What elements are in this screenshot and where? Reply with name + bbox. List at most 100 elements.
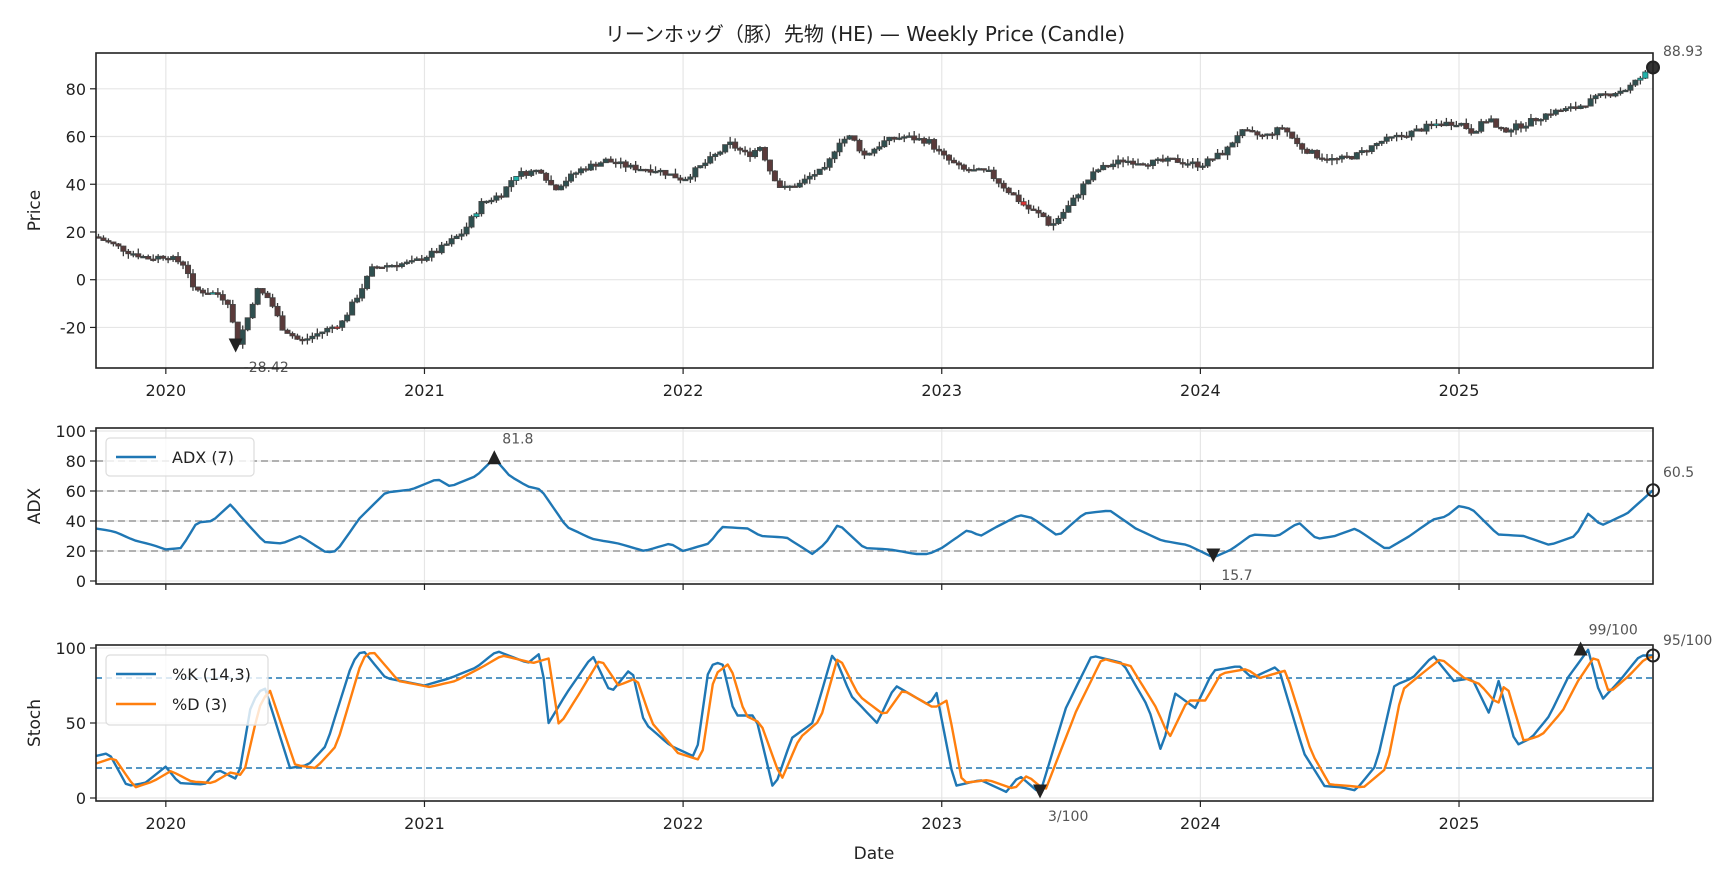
- candle: [1552, 108, 1559, 117]
- candle-body-down: [921, 138, 928, 144]
- candle-body-up: [1358, 150, 1365, 154]
- candle: [254, 287, 261, 306]
- candle-body-down: [612, 161, 619, 165]
- candle-body-up: [1522, 125, 1529, 129]
- candle: [672, 168, 679, 179]
- candle-body-up: [1542, 113, 1549, 120]
- candle-body-up: [1234, 135, 1241, 144]
- candle: [1100, 162, 1107, 171]
- candle-body-up: [209, 292, 216, 295]
- candle: [239, 325, 246, 349]
- candle-body-down: [1343, 155, 1350, 158]
- candle-body-up: [1164, 157, 1171, 162]
- candle-body-down: [856, 139, 863, 152]
- candle: [1348, 155, 1355, 160]
- candle-body-up: [1488, 118, 1495, 123]
- axes-frame: [95, 644, 1654, 802]
- candle-body-up: [448, 238, 455, 245]
- candle-body-up: [438, 244, 445, 254]
- candle-body-up: [866, 152, 873, 156]
- candle: [1015, 189, 1022, 204]
- candle-body-up: [518, 171, 525, 177]
- candle: [1085, 179, 1092, 185]
- candle-body-down: [229, 304, 236, 323]
- candle: [1035, 206, 1042, 218]
- candle: [811, 169, 818, 181]
- candle-body-down: [548, 179, 555, 186]
- candle-body-down: [1010, 192, 1017, 196]
- candle: [781, 181, 788, 190]
- y-tick-label: 0: [76, 789, 86, 808]
- candle-body-down: [995, 178, 1002, 184]
- candle: [1294, 134, 1301, 147]
- x-tick-label: 2025: [1439, 381, 1480, 400]
- candle-body-down: [1363, 150, 1370, 153]
- candle: [955, 160, 962, 170]
- candle-body-up: [1065, 205, 1072, 213]
- candle: [344, 312, 351, 323]
- candle: [463, 222, 470, 237]
- candle-body-up: [796, 182, 803, 188]
- candle-body-down: [1015, 194, 1022, 203]
- candle: [1592, 93, 1599, 104]
- candle: [105, 238, 112, 244]
- y-tick-label: 0: [76, 572, 86, 591]
- candle-body-up: [528, 170, 535, 176]
- candle-body-down: [1169, 157, 1176, 160]
- candle: [1105, 164, 1112, 169]
- candle: [309, 332, 316, 343]
- candle: [692, 166, 699, 182]
- candle: [1617, 87, 1624, 96]
- candle-body-up: [344, 314, 351, 322]
- candle-body-up: [786, 185, 793, 188]
- candle: [1239, 129, 1246, 139]
- candle-body-down: [145, 255, 152, 260]
- candle-body-down: [1279, 127, 1286, 130]
- candle-body-up: [1627, 84, 1634, 91]
- candle-body-down: [1179, 162, 1186, 165]
- candle-body-up: [970, 169, 977, 172]
- candle: [1274, 126, 1281, 140]
- candle-body-down: [194, 286, 201, 291]
- candle: [498, 193, 505, 200]
- candle-body-down: [110, 241, 117, 245]
- candle-body-down: [980, 168, 987, 171]
- candle: [975, 167, 982, 171]
- candle: [1095, 168, 1102, 173]
- candle-body-up: [1453, 124, 1460, 128]
- candle-body-down: [747, 151, 754, 158]
- series-line-adx: [96, 457, 1653, 558]
- candle: [1189, 158, 1196, 169]
- candle-body-down: [1602, 93, 1609, 96]
- candle-body-up: [309, 335, 316, 340]
- candle: [931, 137, 938, 153]
- candle: [1517, 121, 1524, 133]
- candle-body-up: [423, 256, 430, 261]
- candle-body-up: [1478, 121, 1485, 132]
- candle: [801, 174, 808, 186]
- candle-body-up: [563, 180, 570, 187]
- candle-body-down: [299, 338, 306, 342]
- candle-body-up: [1090, 171, 1097, 181]
- candle: [821, 162, 828, 171]
- candle: [582, 166, 589, 173]
- candle: [433, 248, 440, 254]
- candle: [990, 166, 997, 182]
- candle-body-up: [836, 142, 843, 153]
- candle-body-down: [861, 150, 868, 156]
- candle: [413, 256, 420, 262]
- candle-body-up: [304, 338, 311, 341]
- y-tick-label: 40: [66, 512, 86, 531]
- candle: [478, 198, 485, 217]
- candle-body-down: [1403, 135, 1410, 138]
- candle-body-up: [339, 320, 346, 328]
- candle-body-up: [319, 331, 326, 335]
- candle: [587, 160, 594, 172]
- candle: [1139, 162, 1146, 166]
- candle-body-down: [1249, 130, 1256, 133]
- y-tick-label: -20: [60, 318, 86, 337]
- candle: [1572, 101, 1579, 111]
- candle: [881, 136, 888, 148]
- candle: [1204, 156, 1211, 168]
- candle: [712, 152, 719, 161]
